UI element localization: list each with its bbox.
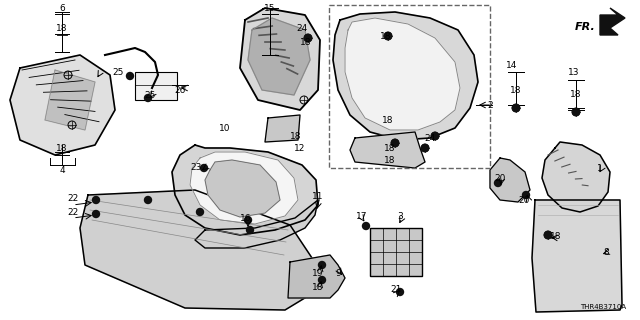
Text: 10: 10 — [220, 124, 231, 132]
Text: 4: 4 — [59, 165, 65, 174]
Polygon shape — [10, 55, 115, 155]
Text: 18: 18 — [56, 143, 68, 153]
Text: THR4B3710A: THR4B3710A — [580, 304, 626, 310]
Circle shape — [246, 227, 253, 234]
Text: 6: 6 — [59, 4, 65, 12]
Circle shape — [145, 196, 152, 204]
Circle shape — [200, 164, 207, 172]
Polygon shape — [490, 158, 530, 202]
Polygon shape — [265, 115, 300, 142]
Circle shape — [305, 35, 312, 42]
Circle shape — [397, 289, 403, 295]
Text: 25: 25 — [112, 68, 124, 76]
Text: 8: 8 — [603, 247, 609, 257]
Circle shape — [196, 209, 204, 215]
Text: 18: 18 — [510, 85, 522, 94]
Text: 9: 9 — [335, 269, 341, 278]
Polygon shape — [600, 8, 625, 35]
Polygon shape — [532, 200, 622, 312]
Text: 1: 1 — [597, 164, 603, 172]
Polygon shape — [190, 152, 298, 224]
Text: 19: 19 — [312, 269, 324, 278]
Text: 18: 18 — [56, 23, 68, 33]
Text: 21: 21 — [390, 285, 402, 294]
Circle shape — [127, 73, 134, 79]
Text: 24: 24 — [424, 133, 436, 142]
Circle shape — [385, 33, 392, 39]
Polygon shape — [205, 160, 280, 217]
Text: 18: 18 — [300, 37, 312, 46]
Circle shape — [145, 94, 152, 101]
Circle shape — [422, 145, 429, 151]
Text: 18: 18 — [380, 31, 392, 41]
Polygon shape — [195, 200, 318, 248]
Circle shape — [431, 132, 438, 140]
Polygon shape — [350, 132, 425, 168]
Circle shape — [244, 217, 252, 223]
Text: 22: 22 — [67, 207, 79, 217]
Polygon shape — [288, 255, 345, 298]
Text: 20: 20 — [518, 196, 530, 204]
Text: 11: 11 — [312, 191, 324, 201]
Text: 18: 18 — [384, 156, 396, 164]
Bar — [329, 5, 490, 168]
Text: 13: 13 — [568, 68, 580, 76]
Circle shape — [93, 196, 99, 204]
Polygon shape — [80, 190, 320, 310]
Text: 24: 24 — [296, 23, 308, 33]
Polygon shape — [45, 70, 95, 130]
Text: 18: 18 — [382, 116, 394, 124]
Circle shape — [522, 191, 529, 198]
Bar — [135, 72, 177, 100]
Text: 17: 17 — [356, 212, 368, 220]
Polygon shape — [333, 12, 478, 140]
Text: 20: 20 — [494, 173, 506, 182]
Circle shape — [319, 261, 326, 268]
Text: 12: 12 — [294, 143, 306, 153]
Text: 18: 18 — [550, 231, 562, 241]
Polygon shape — [542, 142, 610, 212]
Text: 15: 15 — [264, 4, 276, 12]
Text: 14: 14 — [506, 60, 518, 69]
Text: 26: 26 — [174, 85, 186, 94]
Circle shape — [93, 211, 99, 218]
Text: 23: 23 — [190, 163, 202, 172]
Text: 16: 16 — [240, 213, 252, 222]
Text: 18: 18 — [384, 143, 396, 153]
Text: 3: 3 — [397, 212, 403, 220]
Polygon shape — [248, 18, 310, 95]
Circle shape — [545, 231, 552, 238]
Text: FR.: FR. — [575, 22, 596, 32]
Circle shape — [362, 222, 369, 229]
Text: 18: 18 — [312, 284, 324, 292]
Polygon shape — [172, 145, 318, 235]
Circle shape — [319, 276, 326, 284]
Text: 18: 18 — [291, 132, 301, 140]
Text: 22: 22 — [67, 194, 79, 203]
Text: 2: 2 — [487, 100, 493, 109]
Circle shape — [513, 105, 520, 111]
Text: 25: 25 — [144, 91, 156, 100]
Bar — [370, 228, 422, 276]
Text: 18: 18 — [570, 90, 582, 99]
Polygon shape — [345, 18, 460, 130]
Circle shape — [573, 108, 579, 116]
Polygon shape — [240, 8, 320, 110]
Circle shape — [495, 180, 502, 187]
Circle shape — [392, 140, 399, 147]
